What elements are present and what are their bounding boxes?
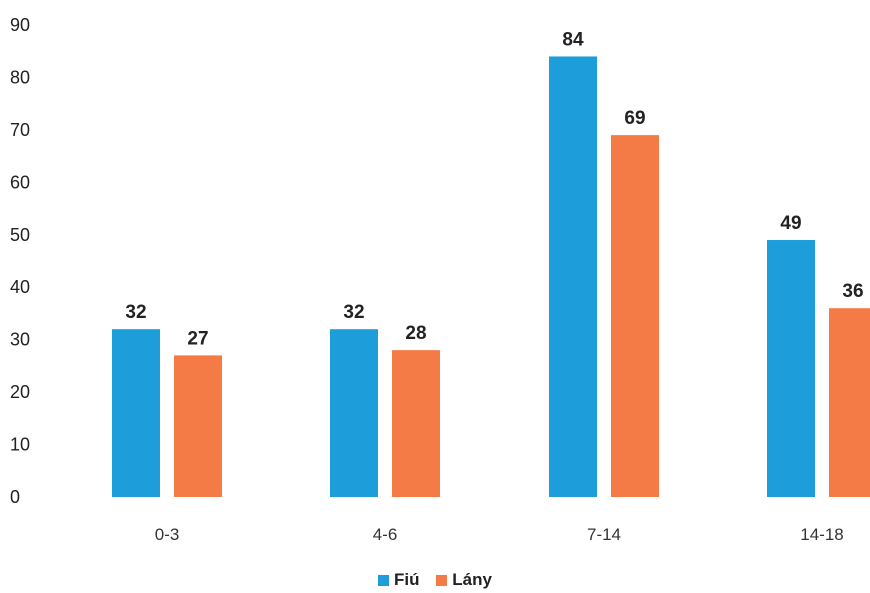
x-tick-label: 7-14 [587,525,621,544]
legend-item-fiu: Fiú [378,570,420,590]
y-tick-label: 0 [10,487,20,507]
bars [112,56,870,497]
data-label: 49 [780,213,801,234]
y-tick-label: 30 [10,330,30,350]
legend-swatch-fiu [378,574,390,586]
data-label: 36 [842,281,863,302]
x-axis: 0-3 4-6 7-14 14-18 [155,525,844,544]
y-tick-label: 70 [10,120,30,140]
y-tick-label: 90 [10,15,30,35]
bar-fiu-14-18 [767,240,815,497]
legend: Fiú Lány [0,570,870,591]
data-label: 27 [187,328,208,349]
data-label: 28 [405,323,426,344]
x-tick-label: 14-18 [800,525,843,544]
legend-label-fiu: Fiú [394,570,420,589]
y-tick-label: 10 [10,435,30,455]
data-label: 84 [562,29,584,50]
bar-fiu-7-14 [549,56,597,497]
y-axis: 0 10 20 30 40 50 60 70 80 90 [10,15,30,507]
bar-fiu-0-3 [112,329,160,497]
bar-fiu-4-6 [330,329,378,497]
y-tick-label: 40 [10,277,30,297]
data-label: 69 [624,108,645,129]
data-label: 32 [125,302,146,323]
data-labels: 32 32 84 49 27 28 69 36 [125,29,863,349]
data-label: 32 [343,302,364,323]
bar-lany-4-6 [392,350,440,497]
legend-label-lany: Lány [452,570,492,589]
y-tick-label: 80 [10,67,30,87]
y-tick-label: 50 [10,225,30,245]
legend-swatch-lany [436,574,448,586]
bar-lany-0-3 [174,355,222,497]
x-tick-label: 4-6 [373,525,398,544]
x-tick-label: 0-3 [155,525,180,544]
legend-item-lany: Lány [436,570,492,590]
bar-lany-7-14 [611,135,659,497]
bar-lany-14-18 [829,308,870,497]
y-tick-label: 20 [10,382,30,402]
y-tick-label: 60 [10,172,30,192]
